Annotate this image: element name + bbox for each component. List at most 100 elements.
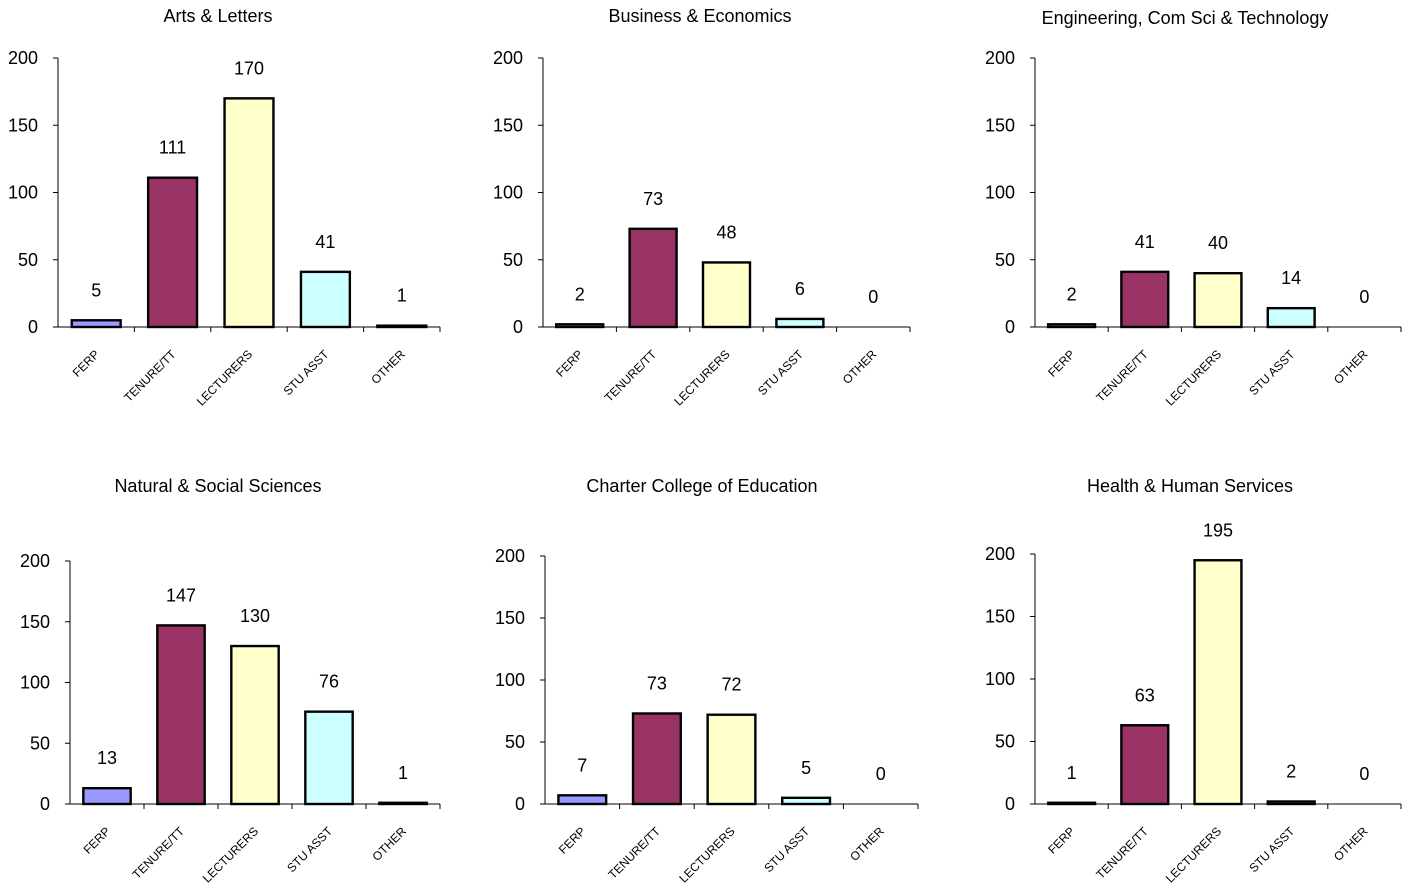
data-label: 76 — [319, 672, 339, 692]
bar-stu-asst — [1266, 306, 1316, 329]
y-tick-label: 100 — [495, 670, 525, 690]
category-label: TENURE/TT — [602, 347, 660, 405]
y-tick-label: 200 — [495, 546, 525, 566]
data-label: 73 — [643, 189, 663, 209]
data-label: 73 — [647, 673, 667, 693]
y-tick-label: 100 — [20, 673, 50, 693]
category-label: LECTURERS — [194, 347, 255, 408]
chart-panel: Engineering, Com Sci & Technology 0 50 100 1… — [985, 8, 1402, 409]
y-tick-label: 150 — [493, 115, 523, 135]
data-label: 0 — [1359, 287, 1369, 307]
y-tick-label: 150 — [8, 115, 38, 135]
y-tick-label: 0 — [1005, 317, 1015, 337]
y-tick-label: 100 — [985, 669, 1015, 689]
chart-title: Engineering, Com Sci & Technology — [1042, 8, 1329, 28]
data-label: 40 — [1208, 233, 1228, 253]
category-label: STU ASST — [1246, 347, 1297, 398]
category-label: LECTURERS — [200, 824, 261, 885]
category-label: TENURE/TT — [606, 824, 664, 882]
category-label: FERP — [556, 824, 589, 857]
y-tick-label: 200 — [985, 544, 1015, 564]
y-tick-label: 50 — [503, 250, 523, 270]
chart-panel: Business & Economics 0 50 100 150 200 2 FERP 73 T… — [493, 6, 911, 409]
category-label: TENURE/TT — [121, 347, 179, 405]
chart-panel: Natural & Social Sciences 0 50 100 150 200 13 F… — [20, 476, 441, 886]
y-tick-label: 50 — [30, 733, 50, 753]
y-tick-label: 150 — [20, 612, 50, 632]
category-label: TENURE/TT — [1093, 347, 1151, 405]
data-label: 13 — [97, 748, 117, 768]
chart-panel: Health & Human Services 0 50 100 150 200 1 FERP… — [985, 476, 1402, 886]
data-label: 6 — [795, 279, 805, 299]
chart-title: Arts & Letters — [163, 6, 272, 26]
category-label: OTHER — [840, 347, 880, 387]
bar-stu-asst — [304, 710, 354, 806]
data-label: 1 — [397, 286, 407, 306]
bar-tenure-tt — [628, 227, 678, 329]
data-label: 147 — [166, 585, 196, 605]
category-label: STU ASST — [761, 824, 812, 875]
y-tick-label: 100 — [8, 183, 38, 203]
category-label: LECTURERS — [671, 347, 732, 408]
data-label: 195 — [1203, 520, 1233, 540]
y-tick-label: 150 — [495, 608, 525, 628]
data-label: 41 — [315, 232, 335, 252]
bar-stu-asst — [299, 270, 352, 329]
y-tick-label: 200 — [985, 48, 1015, 68]
y-tick-label: 150 — [985, 607, 1015, 627]
category-label: OTHER — [1331, 824, 1371, 864]
chart-title: Health & Human Services — [1087, 476, 1293, 496]
category-label: FERP — [70, 347, 103, 380]
category-label: STU ASST — [755, 347, 806, 398]
y-tick-label: 50 — [995, 732, 1015, 752]
data-label: 41 — [1135, 232, 1155, 252]
bar-ferp — [82, 787, 132, 806]
bar-lecturers — [1193, 272, 1243, 329]
category-label: STU ASST — [281, 347, 332, 398]
bar-other — [378, 801, 428, 806]
data-label: 14 — [1281, 268, 1301, 288]
y-tick-label: 0 — [28, 317, 38, 337]
data-label: 111 — [159, 138, 186, 158]
bar-lecturers — [706, 713, 757, 806]
y-tick-label: 0 — [1005, 794, 1015, 814]
y-tick-label: 100 — [493, 183, 523, 203]
category-label: FERP — [81, 824, 114, 857]
data-label: 7 — [577, 755, 587, 775]
y-tick-label: 0 — [513, 317, 523, 337]
category-label: TENURE/TT — [130, 824, 188, 882]
category-label: LECTURERS — [676, 824, 737, 885]
data-label: 0 — [876, 764, 886, 784]
bar-tenure-tt — [631, 712, 682, 806]
bar-lecturers — [1193, 559, 1243, 806]
category-label: OTHER — [370, 824, 410, 864]
y-tick-label: 200 — [493, 48, 523, 68]
data-label: 2 — [1286, 762, 1296, 782]
chart-title: Charter College of Education — [586, 476, 817, 496]
bar-other — [376, 324, 428, 329]
bar-stu-asst — [781, 796, 832, 806]
bar-ferp — [557, 794, 608, 806]
bar-stu-asst — [775, 317, 825, 329]
category-label: FERP — [1045, 347, 1078, 380]
data-label: 2 — [575, 284, 585, 304]
data-label: 72 — [721, 675, 741, 695]
y-tick-label: 50 — [18, 250, 38, 270]
category-label: LECTURERS — [1163, 347, 1224, 408]
bar-tenure-tt — [1120, 724, 1170, 806]
category-label: OTHER — [847, 824, 887, 864]
category-label: STU ASST — [1246, 824, 1297, 875]
y-tick-label: 50 — [995, 250, 1015, 270]
category-label: OTHER — [368, 347, 408, 387]
category-label: TENURE/TT — [1093, 824, 1151, 882]
chart-panel: Arts & Letters 0 50 100 150 200 5 FERP 111 TENURE… — [8, 6, 441, 409]
data-label: 5 — [91, 280, 101, 300]
y-tick-label: 150 — [985, 115, 1015, 135]
category-label: LECTURERS — [1163, 824, 1224, 885]
bar-ferp — [1046, 323, 1097, 329]
bar-stu-asst — [1266, 800, 1316, 806]
y-tick-label: 0 — [40, 794, 50, 814]
bar-ferp — [1046, 801, 1097, 806]
y-tick-label: 200 — [8, 48, 38, 68]
data-label: 0 — [868, 287, 878, 307]
